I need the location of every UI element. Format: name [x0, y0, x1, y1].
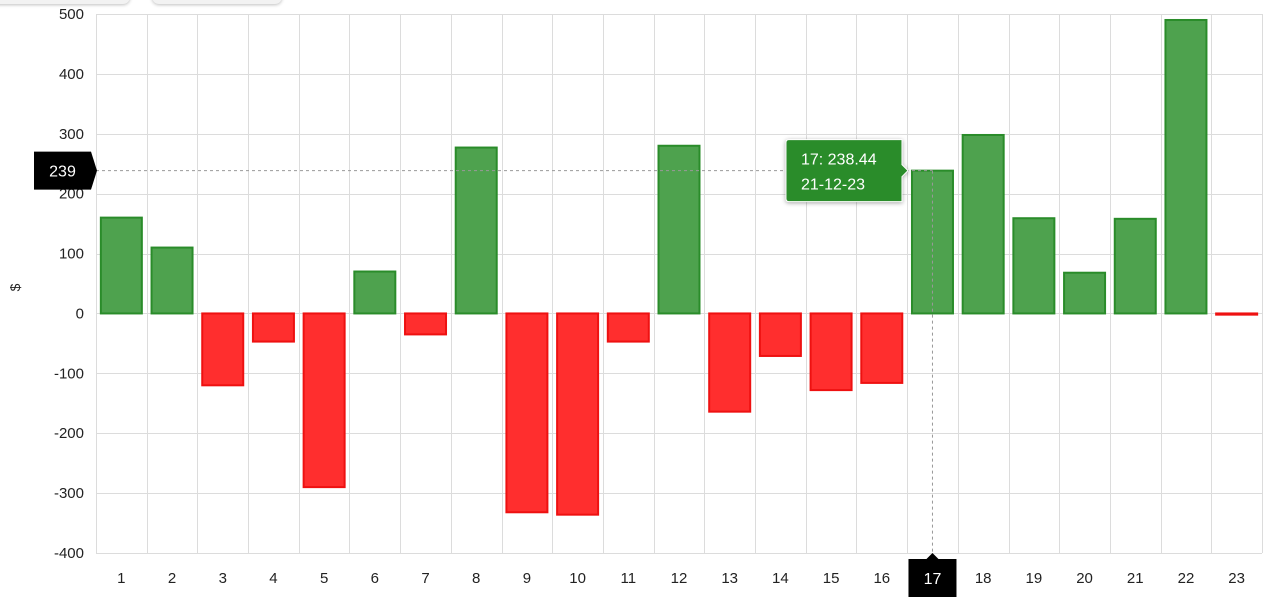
x-tick-label: 21 [1127, 570, 1144, 587]
bar-19[interactable] [1012, 217, 1056, 315]
crosshair-x-label: 17 [908, 553, 957, 597]
bar-20[interactable] [1063, 271, 1107, 315]
y-tick-label: 100 [59, 246, 84, 263]
bar-22[interactable] [1164, 18, 1208, 315]
x-tick-label: 12 [671, 570, 688, 587]
y-axis-label: $ [7, 283, 23, 291]
y-tick-label: 0 [76, 305, 84, 322]
bar-8[interactable] [454, 146, 498, 315]
x-axis-ticks: 1234567891011121314151617181920212223 [117, 570, 1245, 587]
bar-14[interactable] [758, 312, 802, 357]
bar-1[interactable] [99, 216, 143, 315]
tooltip-line-1: 17: 238.44 [801, 152, 877, 169]
crosshair-x-label-background [908, 553, 957, 597]
x-tick-label: 20 [1076, 570, 1093, 587]
y-tick-label: -100 [54, 365, 84, 382]
bar-16[interactable] [860, 312, 904, 384]
x-tick-label: 3 [219, 570, 227, 587]
crosshair-y-label-text: 239 [49, 164, 76, 181]
crosshair-x-label-text: 17 [924, 571, 942, 588]
x-tick-label: 15 [823, 570, 840, 587]
bar-2[interactable] [150, 246, 194, 315]
y-tick-label: -400 [54, 545, 84, 562]
bar-23[interactable] [1215, 312, 1259, 316]
bar-13[interactable] [708, 312, 752, 413]
crosshair-y-label-background [34, 151, 97, 190]
bar-11[interactable] [606, 312, 650, 343]
bar-12[interactable] [657, 144, 701, 315]
x-tick-label: 13 [721, 570, 738, 587]
bar-21[interactable] [1113, 217, 1157, 315]
x-tick-label: 6 [371, 570, 379, 587]
bar-7[interactable] [404, 312, 448, 336]
bar-18[interactable] [961, 133, 1005, 315]
x-tick-label: 8 [472, 570, 480, 587]
x-tick-label: 19 [1026, 570, 1043, 587]
x-tick-label: 1 [117, 570, 125, 587]
crosshair: 239 17 [34, 151, 957, 597]
bar-17[interactable] [910, 169, 954, 315]
x-tick-label: 2 [168, 570, 176, 587]
tooltip-line-2: 21-12-23 [801, 177, 865, 194]
x-tick-label: 23 [1228, 570, 1245, 587]
bars [99, 18, 1259, 516]
y-tick-label: 300 [59, 126, 84, 143]
x-tick-label: 10 [569, 570, 586, 587]
tooltip-background [785, 139, 909, 203]
y-tick-label: 500 [59, 6, 84, 23]
crosshair-y-label: 239 [34, 151, 97, 190]
x-tick-label: 16 [873, 570, 890, 587]
y-tick-label: -200 [54, 425, 84, 442]
bar-4[interactable] [251, 312, 295, 343]
x-tick-label: 9 [523, 570, 531, 587]
bar-6[interactable] [353, 270, 397, 315]
y-tick-label: 200 [59, 186, 84, 203]
bar-5[interactable] [302, 312, 346, 489]
bar-10[interactable] [556, 312, 600, 516]
tab-stub-left[interactable] [0, 0, 130, 4]
x-tick-label: 22 [1178, 570, 1195, 587]
bar-15[interactable] [809, 312, 853, 392]
y-tick-label: -300 [54, 485, 84, 502]
x-tick-label: 7 [421, 570, 429, 587]
x-tick-label: 14 [772, 570, 789, 587]
tab-stub-right[interactable] [152, 0, 282, 4]
x-tick-label: 5 [320, 570, 328, 587]
bar-9[interactable] [505, 312, 549, 514]
bar-3[interactable] [201, 312, 245, 387]
tooltip: 17: 238.44 21-12-23 [785, 139, 909, 203]
x-tick-label: 18 [975, 570, 992, 587]
y-tick-label: 400 [59, 66, 84, 83]
x-tick-label: 4 [269, 570, 277, 587]
y-axis-ticks: 500 400 300 200 100 0 -100 -200 -300 -400 [54, 6, 84, 562]
x-tick-label: 11 [621, 570, 637, 587]
